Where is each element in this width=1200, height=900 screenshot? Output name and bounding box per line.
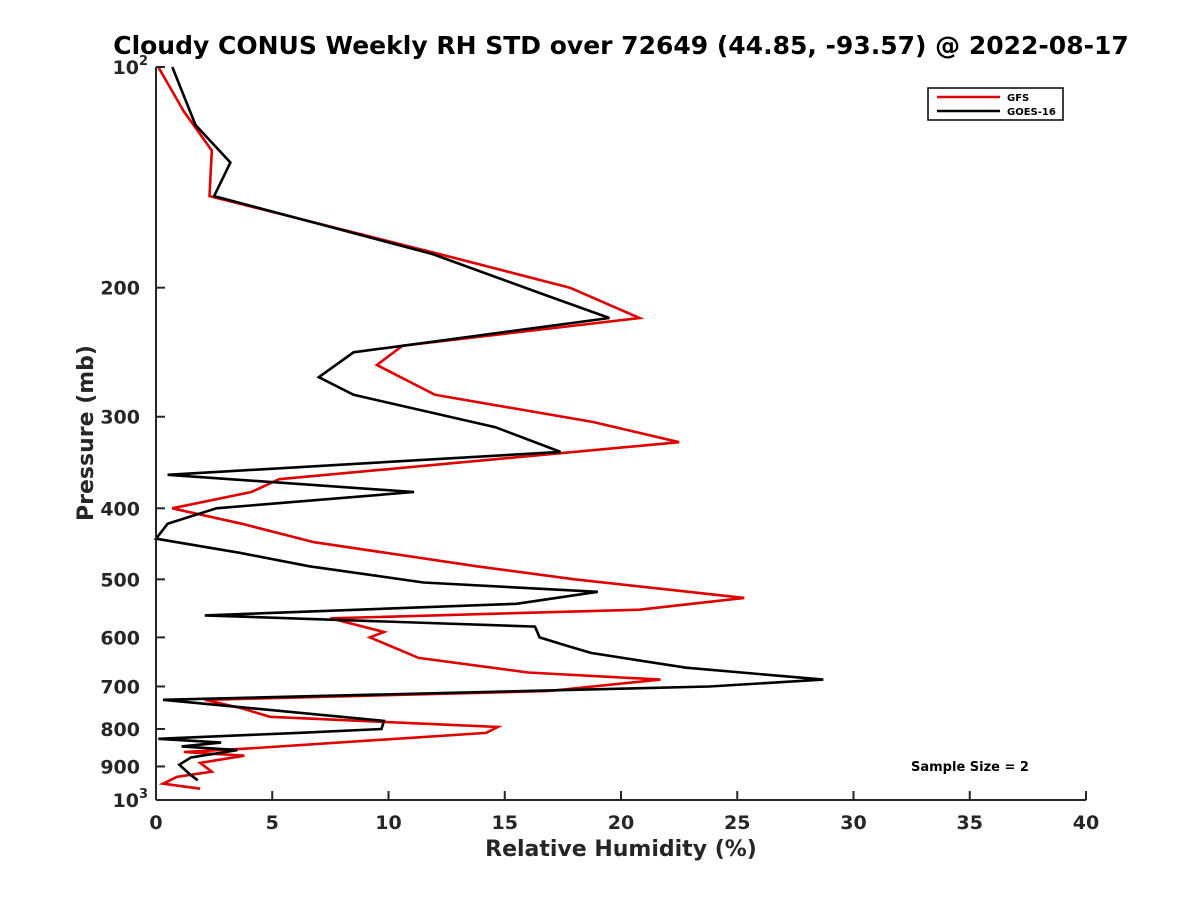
y-tick-label: 200 [100,278,140,300]
x-tick-label: 5 [266,812,279,834]
y-tick-label: 800 [100,719,140,741]
y-axis-label: Pressure (mb) [74,345,99,521]
x-tick-label: 25 [724,812,750,834]
x-tick-label: 40 [1073,812,1099,834]
x-tick-label: 0 [149,812,162,834]
y-tick-label: 400 [100,498,140,520]
legend-label-goes16: GOES-16 [1007,107,1056,118]
sample-size-annotation: Sample Size = 2 [911,760,1029,775]
legend-box [927,87,1064,121]
series-layer [153,66,824,790]
y-tick-label: 103 [113,787,149,812]
x-ticks: 0 5 10 15 20 25 30 35 40 [149,791,1099,834]
x-tick-label: 15 [492,812,518,834]
y-tick-label: 600 [100,627,140,649]
legend: GFS GOES-16 [927,87,1064,121]
legend-label-gfs: GFS [1007,93,1029,104]
x-tick-label: 35 [957,812,983,834]
y-tick-label: 900 [100,756,140,778]
x-axis-label: Relative Humidity (%) [485,837,757,862]
x-tick-label: 30 [840,812,866,834]
y-tick-label: 300 [100,407,140,429]
y-ticks: 102 200 300 400 500 600 700 800 900 103 [100,54,165,812]
x-tick-label: 20 [608,812,634,834]
x-tick-label: 10 [375,812,401,834]
y-tick-label: 500 [100,569,140,591]
chart-title: Cloudy CONUS Weekly RH STD over 72649 (4… [113,31,1129,60]
y-tick-label: 700 [100,676,140,698]
series-line-goes16 [153,66,824,782]
y-tick-label: 102 [113,54,149,79]
